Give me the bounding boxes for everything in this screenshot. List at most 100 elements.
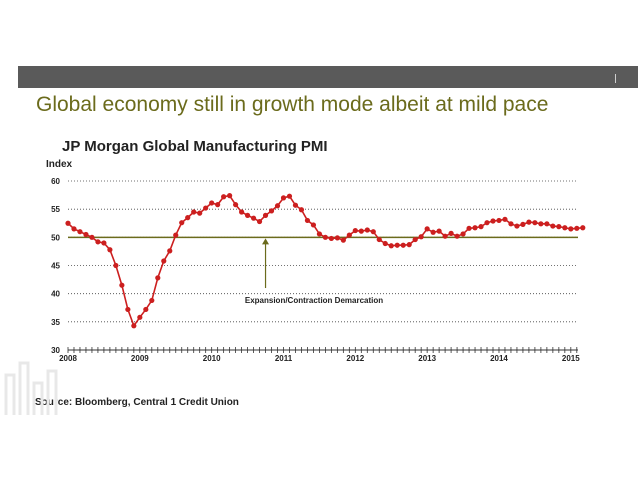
- y-tick-label: 45: [51, 262, 60, 271]
- data-point: [298, 207, 305, 213]
- data-point: [568, 226, 574, 232]
- data-point: [95, 239, 101, 245]
- x-tick-label: 2013: [418, 354, 436, 363]
- data-point: [496, 217, 502, 224]
- data-point: [454, 233, 460, 239]
- data-point: [233, 202, 239, 208]
- source-note: Source: Bloomberg, Central 1 Credit Unio…: [35, 397, 239, 408]
- data-point: [203, 205, 209, 211]
- data-point: [400, 242, 406, 248]
- y-axis-label: Index: [46, 159, 73, 170]
- header-bar-tick: [615, 74, 616, 83]
- data-point: [268, 208, 275, 214]
- data-point: [574, 225, 580, 231]
- y-tick-label: 50: [51, 233, 60, 242]
- x-tick-label: 2012: [346, 354, 364, 363]
- x-tick-label: 2009: [131, 354, 149, 363]
- data-point: [310, 222, 317, 228]
- y-tick-label: 60: [51, 177, 60, 186]
- data-point: [238, 209, 245, 215]
- data-point: [107, 247, 113, 253]
- x-tick-label: 2011: [275, 354, 293, 363]
- data-point: [526, 219, 532, 225]
- data-point: [101, 240, 107, 246]
- data-point: [436, 228, 442, 234]
- data-point: [119, 282, 125, 288]
- logo-watermark-icon: [4, 361, 58, 415]
- y-tick-label: 35: [51, 318, 60, 327]
- data-point: [328, 235, 334, 242]
- data-point: [143, 306, 149, 313]
- y-tick-label: 55: [51, 205, 60, 214]
- data-points: [65, 193, 586, 329]
- data-point: [274, 203, 281, 209]
- data-point: [173, 232, 179, 238]
- data-point: [442, 233, 448, 239]
- data-point: [490, 218, 496, 224]
- data-point: [292, 202, 299, 208]
- data-point: [346, 232, 352, 238]
- data-point: [197, 210, 203, 216]
- data-point: [322, 234, 328, 240]
- pmi-series-line: [67, 194, 583, 328]
- data-point: [418, 234, 424, 240]
- data-point: [376, 236, 382, 243]
- data-point: [388, 243, 394, 249]
- data-point: [161, 258, 167, 264]
- data-point: [550, 223, 556, 229]
- data-point: [538, 221, 544, 227]
- data-point: [478, 224, 484, 230]
- data-point: [472, 225, 478, 231]
- data-point: [113, 262, 119, 269]
- y-tick-label: 30: [51, 346, 60, 355]
- data-point: [532, 220, 538, 226]
- data-point: [77, 229, 83, 235]
- data-point: [460, 231, 466, 237]
- data-point: [580, 225, 586, 231]
- series-line: [67, 194, 583, 328]
- data-point: [209, 200, 215, 206]
- data-point: [149, 297, 155, 304]
- data-point: [370, 229, 376, 235]
- data-point: [394, 242, 400, 248]
- data-point: [514, 223, 520, 229]
- data-point: [83, 231, 89, 238]
- data-point: [244, 212, 251, 218]
- data-point: [448, 230, 454, 236]
- data-point: [185, 215, 191, 221]
- slide-title: Global economy still in growth mode albe…: [36, 93, 549, 116]
- data-point: [430, 229, 436, 235]
- data-point: [556, 224, 562, 230]
- chart-title: JP Morgan Global Manufacturing PMI: [62, 138, 328, 155]
- data-point: [215, 202, 221, 208]
- y-tick-label: 40: [51, 290, 60, 299]
- data-point: [508, 221, 514, 227]
- data-point: [256, 218, 263, 225]
- annotation: Expansion/Contraction Demarcation: [245, 238, 383, 305]
- x-tick-label: 2015: [562, 354, 580, 363]
- data-point: [250, 215, 257, 221]
- data-point: [304, 217, 311, 224]
- x-tick-label: 2014: [490, 354, 508, 363]
- data-point: [262, 212, 269, 218]
- data-point: [364, 227, 370, 233]
- data-point: [520, 221, 526, 227]
- data-point: [125, 306, 131, 313]
- data-point: [137, 314, 143, 320]
- data-point: [191, 209, 197, 215]
- data-point: [227, 193, 233, 199]
- data-point: [286, 193, 293, 199]
- data-point: [424, 226, 430, 232]
- header-bar: [18, 66, 638, 88]
- data-point: [352, 227, 358, 234]
- data-point: [179, 220, 185, 226]
- data-point: [562, 225, 568, 231]
- x-axis: 2008 2009 2010 2011 2012 2013 2014 2015: [59, 347, 580, 363]
- data-point: [221, 194, 227, 200]
- data-point: [316, 231, 323, 237]
- data-point: [340, 237, 346, 243]
- data-point: [382, 240, 388, 247]
- y-tick-labels: 30 35 40 45 50 55 60: [51, 177, 60, 355]
- x-tick-label: 2008: [59, 354, 77, 363]
